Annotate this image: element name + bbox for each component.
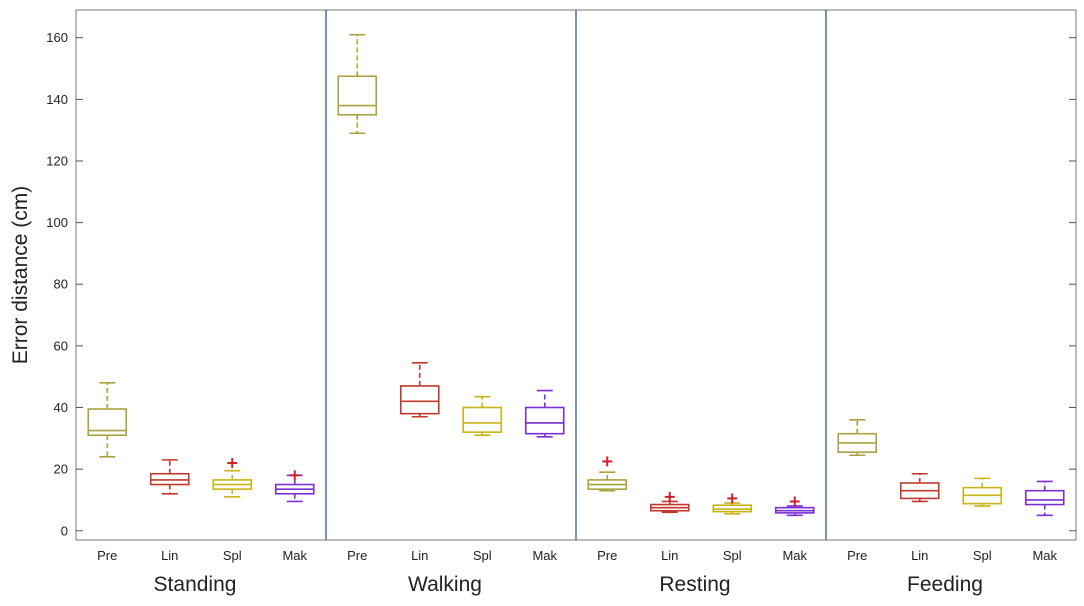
y-tick-label: 120 [46,153,68,168]
category-tick-label: Lin [161,548,178,563]
box-walking-lin [399,362,440,418]
category-tick-label: Spl [223,548,242,563]
iqr-box [399,385,440,415]
iqr-box [87,408,128,437]
x-axis-labels: Pre Lin Spl Mak Standing Pre Lin Spl Mak Walking P… [97,548,1057,596]
category-tick-label: Mak [782,548,807,563]
y-tick-label: 160 [46,30,68,45]
box-feeding-pre [837,419,878,457]
separators [325,10,827,540]
box-resting-lin [649,491,690,514]
box-feeding-lin [899,472,940,503]
group-label: Feeding [907,573,983,596]
category-tick-label: Lin [661,548,678,563]
y-axis-ticks: 0 20 40 60 80 100 120 140 160 [46,30,1076,538]
boxes [87,33,1065,517]
y-tick-label: 100 [46,215,68,230]
category-tick-label: Mak [1032,548,1057,563]
iqr-box [1024,489,1065,506]
category-tick-label: Lin [411,548,428,563]
y-axis-title: Error distance (cm) [9,186,32,365]
outlier-marker [227,457,238,468]
box-walking-spl [462,395,503,437]
y-tick-label: 20 [54,462,68,477]
category-tick-label: Mak [532,548,557,563]
box-standing-lin [149,459,190,495]
box-standing-mak [274,470,315,503]
iqr-box [337,75,378,116]
iqr-box [462,406,503,433]
box-resting-pre [587,456,628,492]
outlier-marker [789,496,800,507]
y-tick-label: 140 [46,92,68,107]
category-tick-label: Pre [597,548,617,563]
box-standing-spl [212,457,253,498]
category-tick-label: Pre [347,548,367,563]
category-tick-label: Spl [723,548,742,563]
category-tick-label: Spl [973,548,992,563]
outlier-marker [289,470,300,481]
y-tick-label: 60 [54,338,68,353]
box-walking-mak [524,389,565,438]
box-standing-pre [87,382,128,458]
category-tick-label: Lin [911,548,928,563]
outlier-marker [602,456,613,467]
category-tick-label: Mak [282,548,307,563]
group-label: Resting [659,573,730,596]
iqr-box [524,406,565,435]
y-tick-label: 40 [54,400,68,415]
box-feeding-mak [1024,480,1065,517]
box-resting-mak [774,496,815,517]
group-label: Standing [154,573,237,596]
category-tick-label: Spl [473,548,492,563]
group-label: Walking [408,573,482,596]
category-tick-label: Pre [97,548,117,563]
category-tick-label: Pre [847,548,867,563]
outlier-marker [727,493,738,504]
box-feeding-spl [962,477,1003,507]
y-tick-label: 0 [61,523,68,538]
outlier-marker [664,491,675,502]
box-walking-pre [337,33,378,135]
box-resting-spl [712,493,753,515]
y-tick-label: 80 [54,277,68,292]
